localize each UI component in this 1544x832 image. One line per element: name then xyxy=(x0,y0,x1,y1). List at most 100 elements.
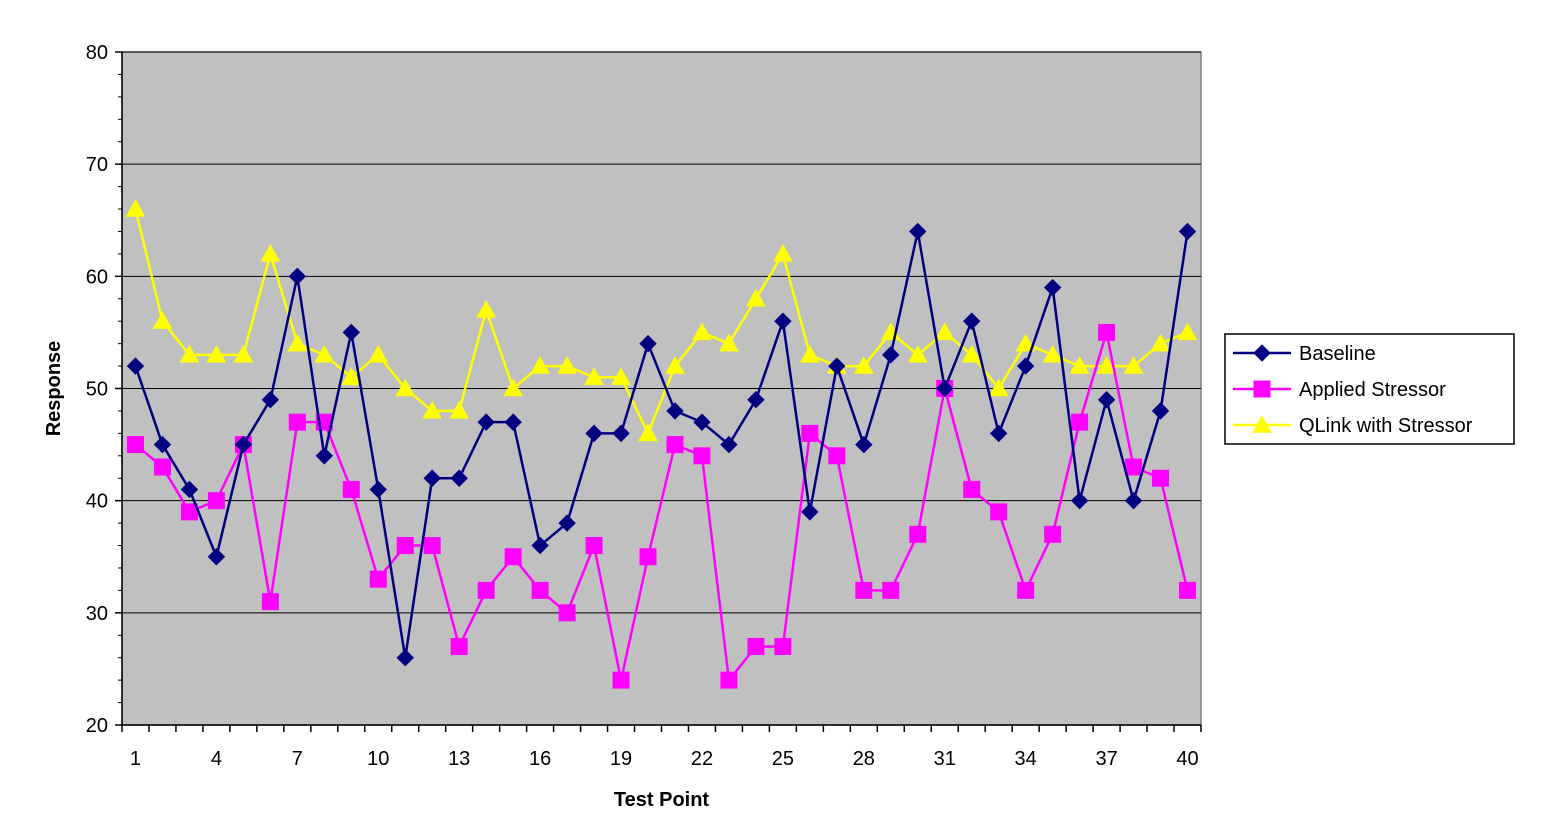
data-point-applied-stressor xyxy=(855,581,873,599)
axes: 20 30 40 50 60 70 80 1 4 7 10 13 16 19 22 25 28 31 34 37 40 xyxy=(86,42,1202,770)
data-point-baseline xyxy=(855,435,873,454)
data-point-applied-stressor xyxy=(963,480,981,498)
data-point-baseline xyxy=(747,391,765,409)
data-point-qlink-with-stressor xyxy=(665,356,685,374)
data-point-applied-stressor xyxy=(693,447,711,465)
data-point-baseline xyxy=(666,402,684,420)
data-point-baseline xyxy=(180,480,199,499)
data-point-qlink-with-stressor xyxy=(934,322,955,341)
y-tick-label: 70 xyxy=(86,154,108,176)
data-point-qlink-with-stressor xyxy=(233,344,254,363)
data-point-baseline xyxy=(989,424,1008,443)
y-tick-label: 40 xyxy=(86,491,108,513)
data-point-qlink-with-stressor xyxy=(530,356,550,374)
data-point-applied-stressor xyxy=(531,581,549,599)
data-point-qlink-with-stressor xyxy=(988,378,1009,397)
data-point-applied-stressor xyxy=(342,480,360,498)
data-point-qlink-with-stressor xyxy=(503,378,523,397)
data-point-baseline xyxy=(909,222,927,241)
data-point-qlink-with-stressor xyxy=(773,243,793,262)
data-point-applied-stressor xyxy=(882,581,900,599)
data-point-applied-stressor xyxy=(990,503,1008,521)
data-point-qlink-with-stressor xyxy=(853,356,874,374)
data-point-baseline xyxy=(207,548,226,566)
legend-label: Baseline xyxy=(1299,343,1376,365)
data-point-applied-stressor xyxy=(1152,469,1170,487)
data-point-applied-stressor xyxy=(666,436,684,454)
data-point-baseline xyxy=(828,357,846,375)
data-point-applied-stressor xyxy=(1179,581,1197,599)
data-point-applied-stressor xyxy=(1125,458,1143,476)
x-tick-label: 40 xyxy=(1176,748,1198,770)
data-point-applied-stressor xyxy=(450,637,468,655)
series-line-applied-stressor xyxy=(134,332,1189,684)
x-tick-label: 34 xyxy=(1015,748,1037,770)
data-point-applied-stressor xyxy=(1017,581,1035,599)
data-point-applied-stressor xyxy=(558,604,576,622)
data-point-baseline xyxy=(234,435,253,454)
data-point-applied-stressor xyxy=(126,436,144,454)
data-point-baseline xyxy=(1043,278,1062,297)
data-point-qlink-with-stressor xyxy=(314,344,335,363)
data-point-qlink-with-stressor xyxy=(395,378,416,397)
x-axis-title: Test Point xyxy=(614,789,710,811)
data-point-applied-stressor xyxy=(261,593,279,611)
data-point-qlink-with-stressor xyxy=(368,344,389,363)
data-point-applied-stressor xyxy=(1098,323,1116,341)
data-point-qlink-with-stressor xyxy=(961,344,982,363)
data-point-baseline xyxy=(531,536,549,555)
data-point-baseline xyxy=(126,357,145,375)
data-point-qlink-with-stressor xyxy=(907,344,928,363)
data-point-baseline xyxy=(882,346,900,364)
y-tick-label: 80 xyxy=(86,42,108,64)
series-qlink-with-stressor xyxy=(125,199,1198,442)
data-point-applied-stressor xyxy=(828,447,846,465)
data-point-qlink-with-stressor xyxy=(1015,333,1036,352)
legend-label: QLink with Stressor xyxy=(1299,415,1473,437)
y-axis-title: Response xyxy=(43,341,65,437)
data-point-qlink-with-stressor xyxy=(422,400,443,419)
y-tick-label: 60 xyxy=(86,266,108,288)
data-point-baseline xyxy=(693,413,711,431)
data-point-applied-stressor xyxy=(747,637,765,655)
data-point-applied-stressor xyxy=(774,637,792,655)
legend-label: Applied Stressor xyxy=(1299,379,1446,401)
data-point-qlink-with-stressor xyxy=(692,322,712,341)
data-point-qlink-with-stressor xyxy=(719,333,739,352)
data-point-applied-stressor xyxy=(585,537,603,555)
y-tick-label: 20 xyxy=(86,715,108,737)
data-point-baseline xyxy=(1178,222,1197,241)
data-point-baseline xyxy=(342,323,360,342)
data-point-baseline xyxy=(369,480,387,499)
data-point-qlink-with-stressor xyxy=(179,344,200,363)
data-point-applied-stressor xyxy=(801,424,819,442)
data-point-qlink-with-stressor xyxy=(1069,356,1090,374)
data-point-baseline xyxy=(963,312,981,330)
x-tick-label: 37 xyxy=(1095,748,1117,770)
data-point-applied-stressor xyxy=(423,537,441,555)
x-tick-label: 31 xyxy=(934,748,956,770)
data-point-baseline xyxy=(1124,491,1143,510)
data-point-applied-stressor xyxy=(153,458,171,476)
y-tick-label: 50 xyxy=(86,379,108,401)
x-tick-label: 1 xyxy=(130,748,141,770)
data-point-qlink-with-stressor xyxy=(152,311,173,329)
data-point-qlink-with-stressor xyxy=(1123,356,1144,374)
legend-item-applied-stressor: Applied Stressor xyxy=(1233,379,1446,401)
data-point-qlink-with-stressor xyxy=(206,344,227,363)
series-baseline xyxy=(126,222,1197,667)
data-point-baseline xyxy=(801,503,819,521)
legend-item-qlink-with-stressor: QLink with Stressor xyxy=(1233,414,1473,437)
y-tick-label: 30 xyxy=(86,603,108,625)
grid-lines xyxy=(122,51,1201,614)
legend-entries: Baseline Applied Stressor QLink with Stres… xyxy=(1233,343,1473,437)
data-point-applied-stressor xyxy=(288,413,306,431)
data-point-applied-stressor xyxy=(207,492,225,510)
x-tick-label: 25 xyxy=(772,748,794,770)
data-point-baseline xyxy=(450,469,468,487)
data-point-qlink-with-stressor xyxy=(1042,344,1063,363)
data-point-baseline xyxy=(1151,402,1170,420)
data-point-baseline xyxy=(639,334,657,353)
